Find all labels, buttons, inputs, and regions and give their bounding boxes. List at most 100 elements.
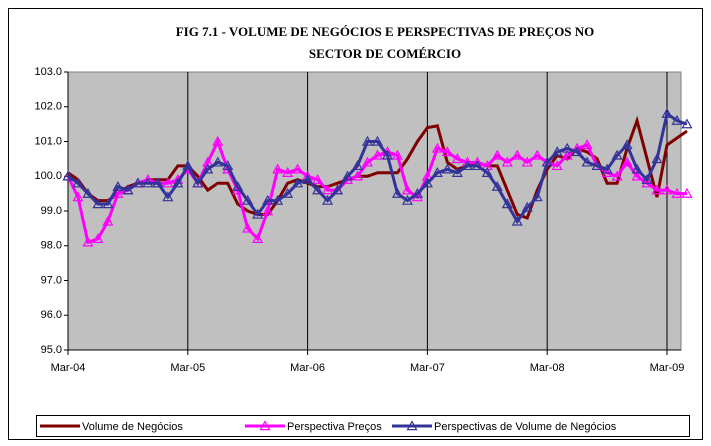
marker [411, 187, 423, 198]
marker [581, 156, 593, 167]
marker [671, 114, 683, 125]
marker [571, 146, 583, 157]
marker [282, 167, 294, 177]
marker [671, 187, 683, 198]
marker [102, 215, 114, 226]
marker [332, 184, 344, 195]
marker [252, 208, 264, 219]
marker [292, 177, 304, 188]
legend-label: Perspectiva Preços [287, 421, 382, 433]
marker [272, 163, 284, 174]
marker [361, 156, 374, 167]
legend-marker [259, 420, 271, 431]
marker [272, 194, 284, 205]
marker [212, 135, 224, 146]
marker [641, 173, 653, 184]
x-tick-label: Mar-05 [170, 362, 205, 374]
marker [172, 177, 184, 188]
marker [322, 194, 334, 205]
chart-title: FIG 7.1 - VOLUME DE NEGÓCIOS E PERSPECTI… [176, 24, 595, 39]
marker [212, 156, 224, 167]
marker [561, 142, 573, 153]
marker [611, 170, 623, 181]
marker [601, 163, 613, 174]
x-tick-label: Mar-06 [290, 362, 325, 374]
marker [511, 149, 523, 160]
marker [152, 177, 164, 188]
x-tick-label: Mar-08 [530, 362, 565, 374]
marker [501, 198, 513, 209]
marker [401, 194, 413, 205]
series-line [67, 111, 688, 225]
y-tick-label: 96.0 [41, 309, 62, 321]
marker [242, 194, 254, 205]
marker [521, 156, 533, 167]
marker [391, 187, 403, 198]
marker [441, 146, 453, 157]
marker [82, 236, 94, 247]
marker [431, 167, 443, 177]
y-tick-label: 102.0 [34, 101, 62, 113]
marker [611, 149, 623, 160]
x-tick-label: Mar-09 [650, 362, 685, 374]
legend-label: Volume de Negócios [82, 421, 183, 433]
marker [72, 177, 84, 188]
marker [521, 201, 533, 212]
marker [491, 180, 503, 191]
marker [312, 173, 324, 184]
marker [182, 160, 194, 171]
marker [252, 233, 264, 243]
marker [541, 156, 553, 167]
marker [651, 184, 663, 195]
marker [112, 180, 124, 191]
legend-box [36, 415, 690, 437]
marker [371, 149, 384, 160]
y-tick-label: 103.0 [34, 66, 62, 78]
x-tick-label: Mar-04 [51, 362, 86, 374]
marker [551, 146, 563, 157]
marker [661, 107, 673, 118]
marker [551, 160, 563, 171]
marker [631, 170, 643, 181]
marker [501, 156, 513, 167]
marker [242, 222, 254, 233]
marker [72, 191, 84, 202]
marker [511, 215, 523, 226]
marker [262, 194, 274, 205]
y-tick-label: 95.0 [41, 344, 62, 356]
marker [132, 177, 144, 188]
marker [102, 198, 114, 209]
marker [621, 139, 633, 150]
marker [292, 163, 304, 174]
marker [681, 118, 693, 129]
marker [431, 142, 443, 153]
marker [322, 184, 334, 195]
marker [461, 160, 473, 171]
marker [401, 184, 413, 195]
marker [192, 177, 204, 188]
plot-area [67, 71, 682, 351]
marker [142, 177, 154, 188]
marker [391, 149, 403, 160]
marker [312, 184, 324, 195]
marker [491, 149, 503, 160]
chart-title: SECTOR DE COMÉRCIO [309, 46, 461, 61]
y-tick-label: 101.0 [34, 135, 62, 147]
marker [342, 170, 354, 181]
y-tick-label: 98.0 [41, 240, 62, 252]
marker [531, 191, 543, 202]
y-tick-label: 97.0 [41, 274, 62, 286]
marker [262, 205, 274, 216]
marker [202, 163, 214, 174]
marker [351, 160, 364, 171]
marker [631, 163, 643, 174]
marker [381, 149, 393, 160]
marker [591, 160, 603, 171]
marker [451, 167, 463, 177]
marker [441, 163, 453, 174]
marker [421, 177, 433, 188]
marker [282, 187, 294, 198]
x-tick-label: Mar-07 [410, 362, 445, 374]
marker [651, 153, 663, 164]
